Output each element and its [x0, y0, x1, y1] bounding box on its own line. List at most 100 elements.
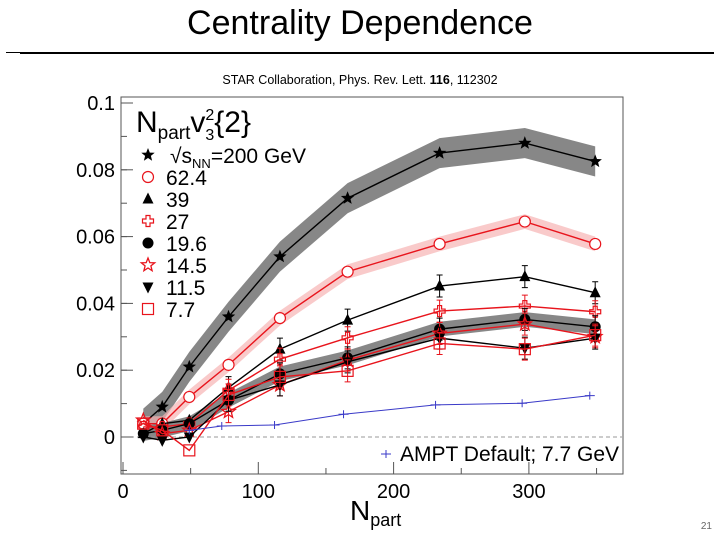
data-point-27	[589, 305, 602, 318]
y-tick-label: 0.04	[76, 293, 115, 315]
data-point-200	[182, 359, 196, 373]
data-point-62.4	[341, 265, 354, 278]
citation: STAR Collaboration, Phys. Rev. Lett. 116…	[0, 73, 720, 87]
legend-marker-200	[141, 148, 155, 161]
data-point-7.7	[137, 417, 150, 430]
data-point-11.5	[156, 435, 168, 447]
x-tick-label: 100	[242, 481, 275, 503]
legend-marker-39	[142, 192, 154, 204]
legend-label-39: 39	[166, 189, 189, 212]
x-axis-title: Npart	[350, 495, 401, 530]
legend-marker-62.4	[141, 170, 155, 184]
legend-marker-11.5	[142, 282, 154, 294]
y-tick-label: 0.1	[87, 93, 115, 115]
data-point-27	[518, 299, 531, 313]
data-point-39	[342, 313, 354, 325]
citation-page: , 112302	[449, 73, 498, 87]
legend-marker-19.6	[142, 237, 154, 249]
data-point-62.4	[183, 390, 196, 404]
citation-text: STAR Collaboration, Phys. Rev. Lett.	[222, 73, 430, 87]
data-point-ampt	[430, 400, 441, 409]
data-point-27	[433, 304, 446, 318]
data-point-200	[432, 146, 447, 159]
data-point-27	[273, 353, 287, 366]
data-point-ampt	[338, 410, 349, 419]
y-tick-label: 0.06	[76, 227, 115, 249]
legend-label-14.5: 14.5	[166, 255, 207, 278]
title-rule-left	[6, 52, 20, 53]
data-point-11.5	[137, 432, 149, 444]
legend-label-27: 27	[166, 211, 189, 234]
legend-label-part: =200 GeV	[211, 145, 306, 168]
data-point-200	[588, 154, 602, 168]
title-rule	[20, 52, 714, 54]
legend-marker-27	[141, 214, 155, 228]
y-axis-title: Npartv2 3{2}	[136, 106, 251, 144]
y-tick-label: 0	[104, 427, 115, 449]
data-point-7.7	[518, 343, 531, 356]
legend-marker-14.5	[139, 256, 157, 273]
data-point-39	[434, 279, 446, 291]
error-bar	[344, 359, 351, 383]
data-point-200	[273, 249, 287, 263]
x-tick-label: 200	[377, 481, 410, 503]
data-point-ampt	[216, 421, 227, 430]
legend-label-200: √sNN=200 GeV	[170, 145, 306, 171]
y-tick-label: 0.02	[76, 360, 115, 382]
series-ampt	[184, 391, 595, 435]
citation-volume: 116	[429, 73, 450, 87]
data-point-7.7	[156, 424, 169, 437]
x-tick-label: 0	[117, 481, 128, 503]
data-point-ampt	[269, 420, 280, 429]
data-point-7.7	[183, 444, 196, 457]
legend-label-part: NN	[192, 156, 211, 171]
series-62.4	[137, 215, 602, 430]
y-tick-label: 0.08	[76, 160, 115, 182]
legend-label-ampt: AMPT Default; 7.7 GeV	[400, 443, 619, 466]
data-point-ampt	[184, 426, 195, 435]
data-point-200	[221, 309, 236, 323]
data-point-27	[341, 331, 354, 344]
data-point-7.7	[341, 364, 354, 377]
data-point-7.7	[222, 388, 235, 402]
error-bar	[276, 365, 283, 389]
data-point-200	[518, 136, 532, 149]
data-point-62.4	[518, 215, 531, 228]
error-bar	[225, 383, 232, 407]
data-point-62.4	[589, 237, 602, 251]
series-7.7	[137, 323, 602, 457]
legend-label-11.5: 11.5	[166, 277, 205, 300]
data-point-39	[519, 270, 531, 282]
data-point-39	[589, 286, 601, 298]
legend-label-62.4: 62.4	[166, 167, 207, 190]
data-point-14.5	[220, 402, 237, 419]
error-bar	[521, 337, 528, 361]
x-tick-label: 300	[512, 481, 545, 503]
data-point-7.7	[273, 370, 287, 383]
legend-label-part: √	[170, 145, 182, 168]
legend-label-part: s	[182, 145, 193, 168]
legend-label-19.6: 19.6	[166, 233, 207, 256]
data-point-7.7	[589, 329, 602, 342]
data-point-ampt	[584, 391, 595, 400]
data-point-62.4	[433, 237, 446, 251]
data-point-200	[340, 191, 355, 204]
plot-frame	[120, 96, 624, 475]
slide-title: Centrality Dependence	[187, 4, 533, 42]
uncertainty-band-200	[143, 128, 596, 439]
data-point-62.4	[222, 358, 235, 371]
data-point-62.4	[273, 311, 287, 325]
data-point-11.5	[183, 432, 195, 444]
data-point-200	[155, 399, 169, 413]
legend-marker-7.7	[141, 302, 155, 316]
legend-label-7.7: 7.7	[166, 299, 195, 322]
legend-marker-ampt	[381, 450, 391, 458]
page-number: 21	[700, 521, 712, 532]
error-bar	[436, 331, 443, 355]
uncertainty-band-62.4	[143, 214, 596, 431]
data-point-7.7	[433, 337, 446, 350]
data-point-14.5	[516, 315, 534, 332]
